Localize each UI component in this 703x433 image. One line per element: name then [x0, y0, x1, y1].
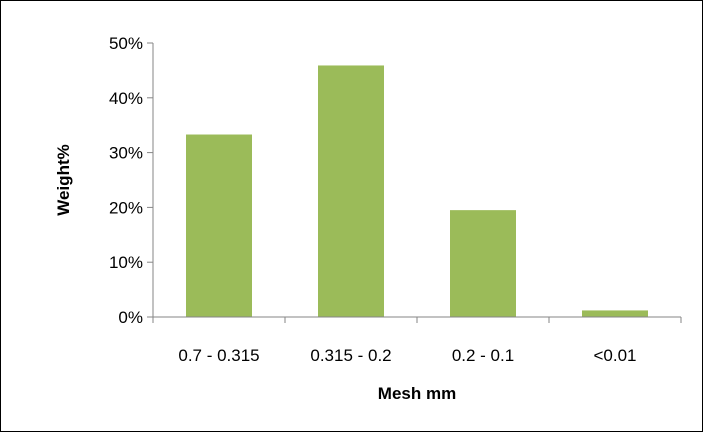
- bar: [582, 310, 648, 317]
- x-category-label: 0.2 - 0.1: [452, 346, 514, 365]
- y-tick-label: 10%: [109, 253, 143, 272]
- bar: [318, 65, 384, 317]
- y-tick-label: 20%: [109, 198, 143, 217]
- y-tick-label: 0%: [118, 308, 143, 327]
- y-tick-label: 50%: [109, 34, 143, 53]
- y-axis: 0% 10% 20% 30% 40% 50%: [109, 34, 154, 327]
- bar: [186, 134, 252, 317]
- y-axis-title: Weight%: [54, 144, 73, 215]
- x-category-label: 0.7 - 0.315: [178, 346, 259, 365]
- y-tick-label: 30%: [109, 144, 143, 163]
- x-axis: 0.7 - 0.315 0.315 - 0.2 0.2 - 0.1 <0.01: [152, 316, 682, 365]
- bar: [450, 210, 516, 317]
- y-tick-label: 40%: [109, 89, 143, 108]
- x-axis-title: Mesh mm: [378, 384, 456, 403]
- x-category-label: <0.01: [593, 346, 636, 365]
- bars: [186, 65, 648, 317]
- x-category-label: 0.315 - 0.2: [310, 346, 391, 365]
